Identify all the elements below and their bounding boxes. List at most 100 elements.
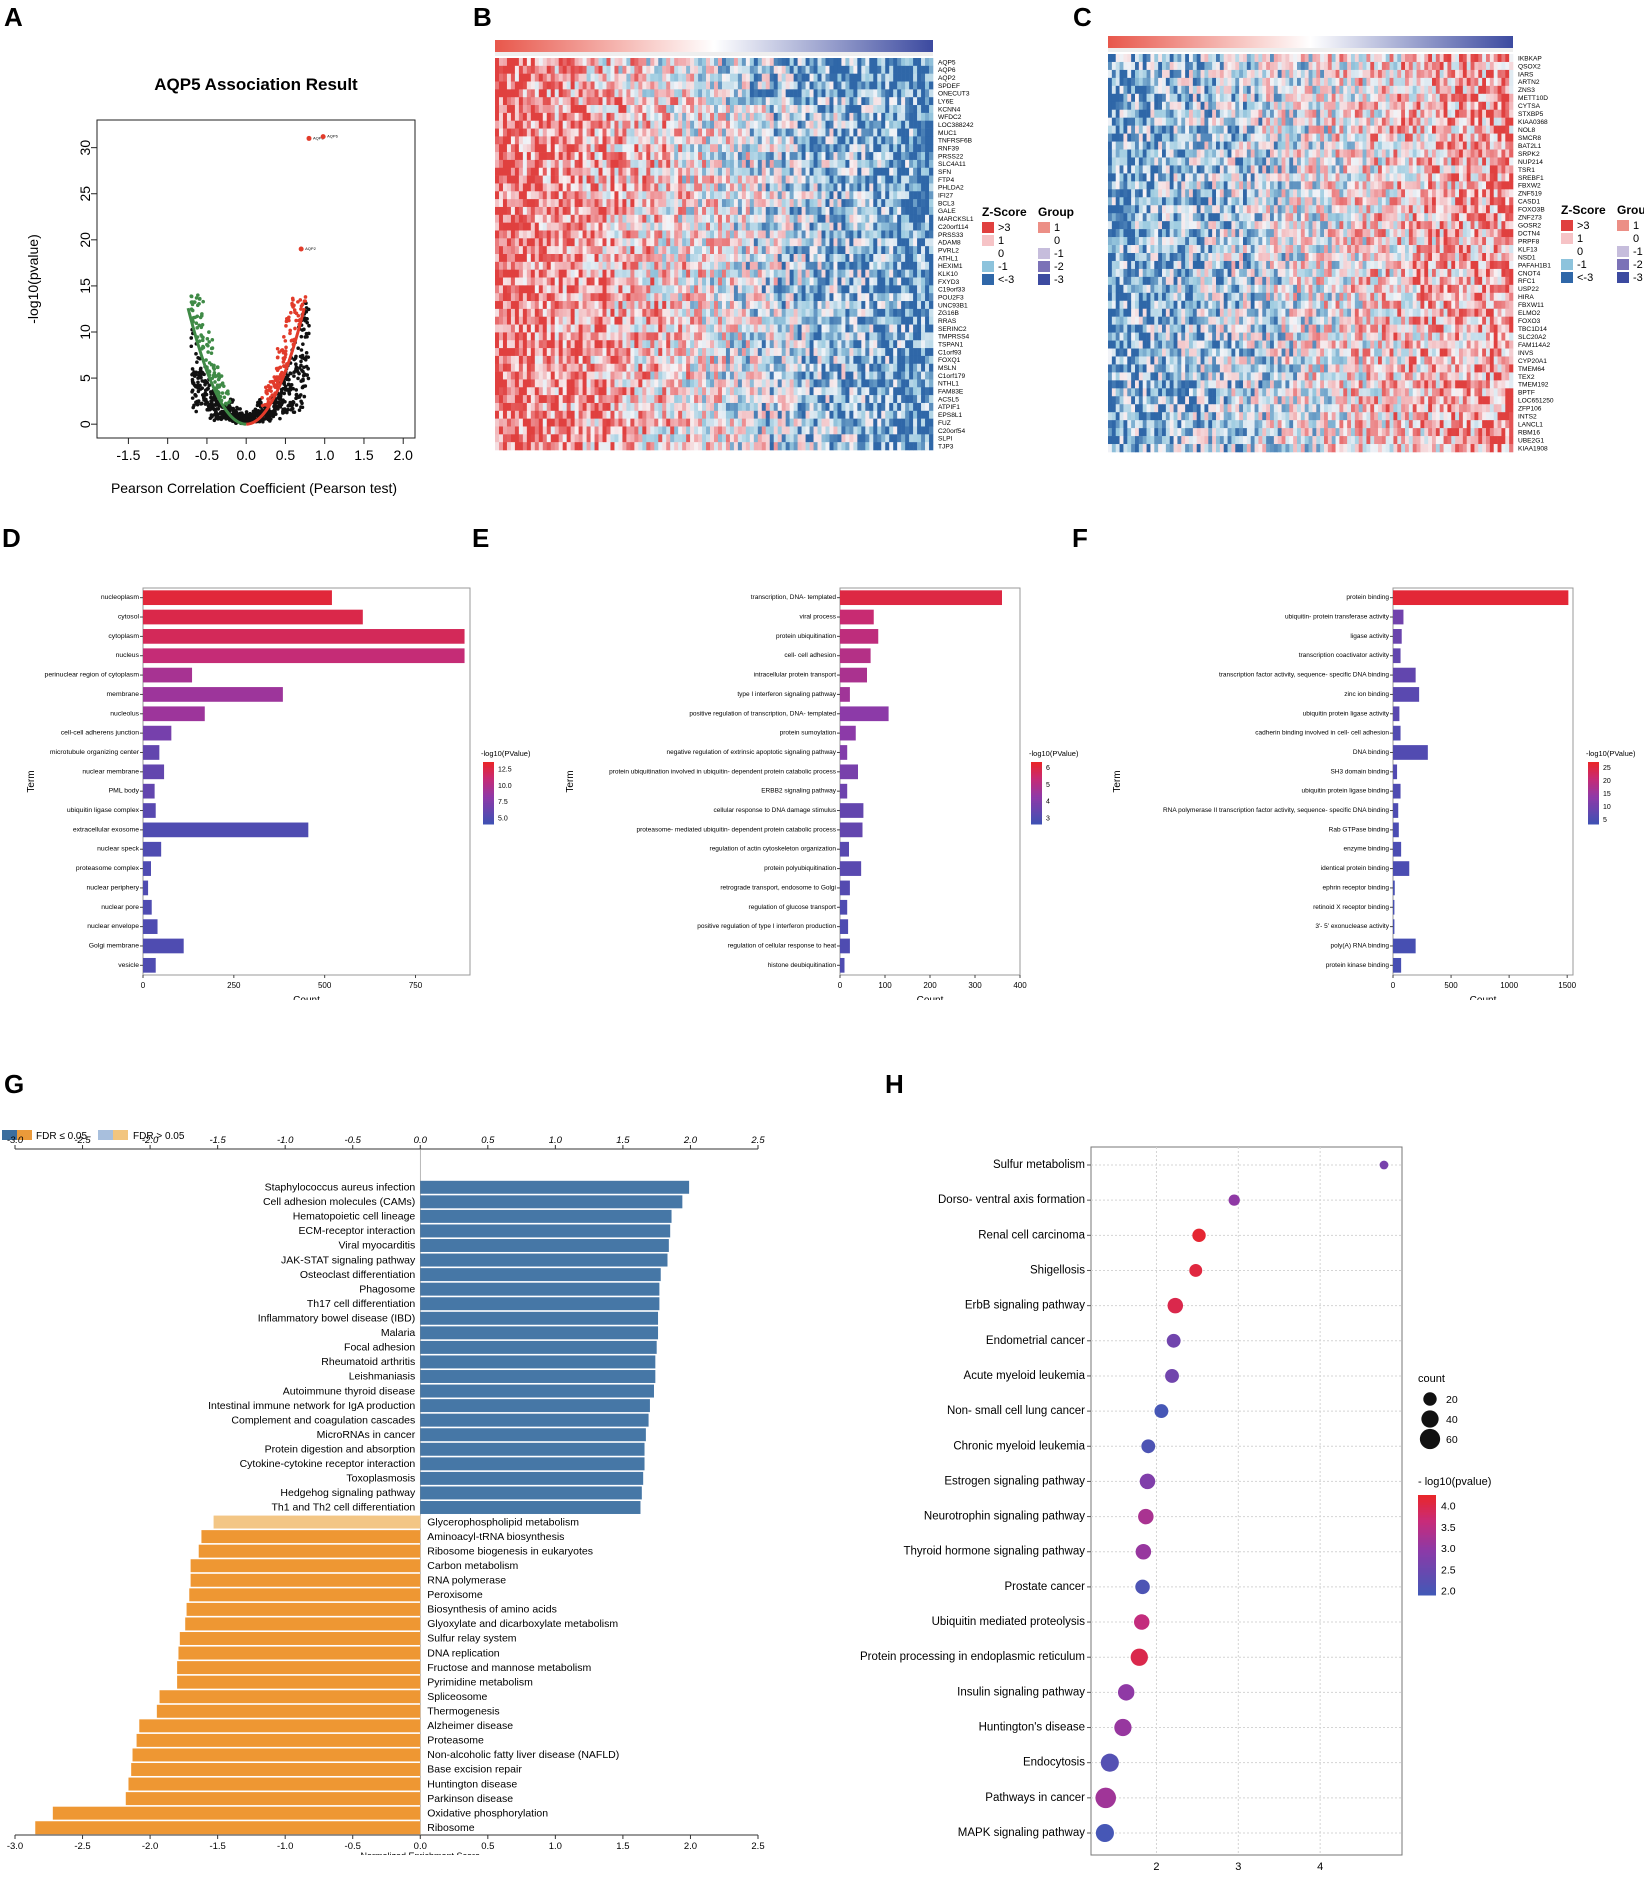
heatmap-cell xyxy=(626,246,630,254)
heatmap-cell xyxy=(634,183,638,191)
scatter-point xyxy=(268,416,272,420)
heatmap-cell xyxy=(662,183,666,191)
heatmap-cell xyxy=(678,238,682,246)
heatmap-cell xyxy=(603,113,607,121)
heatmap-cell xyxy=(865,317,869,325)
heatmap-cell xyxy=(694,262,698,270)
heatmap-cell xyxy=(583,340,587,348)
heatmap-cell xyxy=(921,168,925,176)
heatmap-cell xyxy=(515,74,519,82)
heatmap-cell xyxy=(913,136,917,144)
heatmap-cell xyxy=(543,262,547,270)
heatmap-cell xyxy=(758,230,762,238)
heatmap-cell xyxy=(750,262,754,270)
heatmap-cell xyxy=(710,207,714,215)
heatmap-cell xyxy=(889,199,893,207)
heatmap-cell xyxy=(686,278,690,286)
heatmap-cell xyxy=(495,246,499,254)
heatmap-cell xyxy=(917,183,921,191)
heatmap-cell xyxy=(917,113,921,121)
heatmap-cell xyxy=(818,97,822,105)
heatmap-cell xyxy=(547,223,551,231)
heatmap-cell xyxy=(555,301,559,309)
heatmap-cell xyxy=(889,246,893,254)
heatmap-cell xyxy=(626,89,630,97)
heatmap-cell xyxy=(897,317,901,325)
heatmap-cell xyxy=(873,238,877,246)
heatmap-cell xyxy=(682,238,686,246)
heatmap-cell xyxy=(889,58,893,66)
heatmap-cell xyxy=(869,270,873,278)
heatmap-cell xyxy=(622,152,626,160)
heatmap-cell xyxy=(654,254,658,262)
heatmap-cell xyxy=(710,309,714,317)
heatmap-cell xyxy=(543,89,547,97)
heatmap-cell xyxy=(674,152,678,160)
heatmap-cell xyxy=(857,121,861,129)
heatmap-cell xyxy=(686,230,690,238)
heatmap-cell xyxy=(829,230,833,238)
heatmap-cell xyxy=(814,325,818,333)
heatmap-cell xyxy=(710,152,714,160)
heatmap-cell xyxy=(563,66,567,74)
heatmap-cell xyxy=(543,278,547,286)
heatmap-cell xyxy=(698,262,702,270)
heatmap-cell xyxy=(837,113,841,121)
heatmap-cell xyxy=(750,230,754,238)
heatmap-cell xyxy=(726,254,730,262)
heatmap-cell xyxy=(806,191,810,199)
heatmap-cell xyxy=(666,223,670,231)
heatmap-cell xyxy=(913,121,917,129)
heatmap-cell xyxy=(861,254,865,262)
heatmap-cell xyxy=(746,230,750,238)
heatmap-cell xyxy=(714,136,718,144)
heatmap-cell xyxy=(579,152,583,160)
heatmap-cell xyxy=(503,199,507,207)
heatmap-cell xyxy=(722,58,726,66)
heatmap-cell xyxy=(507,254,511,262)
heatmap-cell xyxy=(535,317,539,325)
heatmap-cell xyxy=(810,89,814,97)
heatmap-cell xyxy=(869,176,873,184)
heatmap-cell xyxy=(507,168,511,176)
heatmap-cell xyxy=(523,129,527,137)
heatmap-cell xyxy=(678,278,682,286)
scatter-point xyxy=(304,295,308,299)
scatter-point xyxy=(217,407,221,411)
heatmap-cell xyxy=(535,105,539,113)
scatter-point xyxy=(304,335,308,339)
heatmap-cell xyxy=(829,74,833,82)
heatmap-cell xyxy=(591,223,595,231)
heatmap-cell xyxy=(893,246,897,254)
heatmap-cell xyxy=(539,152,543,160)
heatmap-cell xyxy=(523,309,527,317)
heatmap-cell xyxy=(690,332,694,340)
heatmap-cell xyxy=(650,105,654,113)
heatmap-cell xyxy=(798,113,802,121)
heatmap-cell xyxy=(567,340,571,348)
heatmap-cell xyxy=(682,152,686,160)
heatmap-cell xyxy=(873,105,877,113)
heatmap-cell xyxy=(610,340,614,348)
heatmap-cell xyxy=(614,254,618,262)
heatmap-cell xyxy=(810,317,814,325)
heatmap-cell xyxy=(718,82,722,90)
heatmap-cell xyxy=(782,168,786,176)
heatmap-cell xyxy=(638,160,642,168)
heatmap-cell xyxy=(559,285,563,293)
heatmap-cell xyxy=(794,301,798,309)
heatmap-cell xyxy=(614,207,618,215)
heatmap-cell xyxy=(806,278,810,286)
heatmap-cell xyxy=(571,301,575,309)
heatmap-cell xyxy=(778,129,782,137)
heatmap-cell xyxy=(766,113,770,121)
heatmap-cell xyxy=(634,207,638,215)
heatmap-cell xyxy=(901,207,905,215)
heatmap-cell xyxy=(829,144,833,152)
heatmap-cell xyxy=(666,89,670,97)
heatmap-cell xyxy=(758,191,762,199)
heatmap-cell xyxy=(762,317,766,325)
heatmap-cell xyxy=(535,160,539,168)
heatmap-cell xyxy=(690,230,694,238)
heatmap-cell xyxy=(921,285,925,293)
